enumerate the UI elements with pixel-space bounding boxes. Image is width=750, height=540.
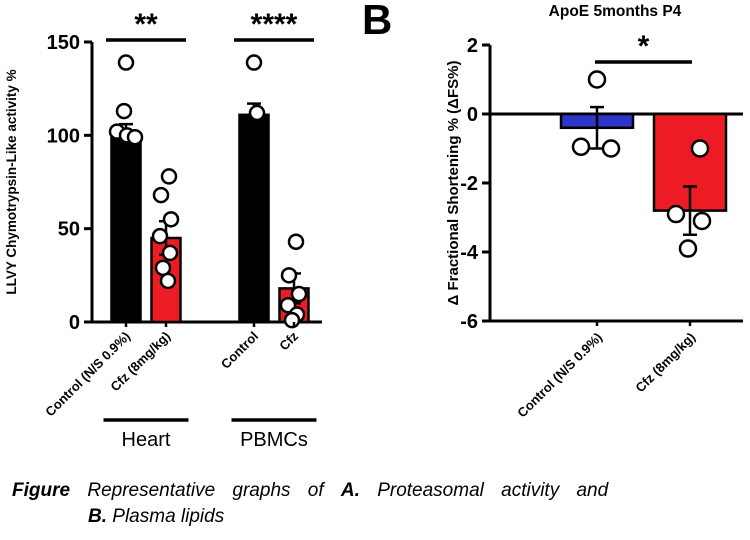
y-axis-title: LLVY Chymotrypsin-Like activity %	[4, 69, 19, 294]
data-point	[160, 168, 178, 185]
data-point	[126, 128, 144, 146]
caption-figure-word: Figure	[12, 480, 71, 501]
data-point	[571, 137, 591, 157]
data-point	[115, 102, 133, 120]
data-point	[159, 272, 177, 290]
data-point	[151, 227, 169, 245]
data-point	[666, 204, 686, 224]
caption-text-2: Proteasomal activity and	[359, 480, 609, 501]
y-tick-label: -6	[460, 311, 478, 333]
significance-label: *	[638, 30, 650, 63]
data-point	[280, 267, 298, 284]
data-point	[287, 233, 305, 250]
data-point	[248, 104, 266, 122]
panel-b-label: B	[362, 0, 393, 43]
chart-title: ApoE 5months P4	[549, 3, 682, 20]
y-tick-label: 0	[467, 104, 478, 126]
x-category-label: Control (N/S 0.9%)	[514, 330, 605, 421]
y-axis-title: Δ Fractional Shortening % (ΔFS%)	[445, 61, 462, 306]
data-point	[290, 285, 308, 303]
data-point	[161, 244, 179, 262]
data-point	[587, 70, 607, 89]
significance-label: ****	[251, 8, 298, 41]
bar	[110, 132, 142, 324]
y-tick-label: 50	[58, 219, 80, 241]
y-tick-label: 0	[69, 312, 80, 334]
caption-a-label: A.	[340, 480, 360, 501]
group-label: PBMCs	[240, 429, 308, 451]
group-label: Heart	[122, 429, 171, 451]
data-point	[601, 139, 621, 158]
caption-line-2: B. Plasma lipids	[88, 505, 727, 529]
x-category-label: Cfz (8mg/kg)	[632, 330, 698, 396]
y-tick-label: -2	[460, 173, 478, 195]
y-tick-label: -4	[460, 242, 479, 264]
caption-text-3: Plasma lipids	[107, 505, 225, 527]
significance-label: **	[134, 8, 158, 41]
y-tick-label: 2	[467, 35, 478, 57]
data-point	[283, 311, 301, 329]
data-point	[117, 54, 135, 71]
chart-fractional-shortening: 2 0 -2 -4 -6 Control (N/S 0.9%) Cfz (8mg/kg) * Δ…	[445, 3, 743, 421]
data-point	[690, 139, 710, 158]
figure-caption: Figure Representative graphs of A. Prote…	[12, 479, 727, 529]
bar	[238, 113, 270, 324]
data-point	[245, 54, 263, 71]
caption-line-1: Figure Representative graphs of A. Prote…	[12, 479, 727, 503]
data-point	[152, 186, 170, 204]
x-category-label: Cfz	[276, 328, 301, 353]
caption-b-label: B.	[88, 505, 107, 527]
x-category-label: Control	[218, 329, 261, 372]
data-point	[692, 211, 712, 231]
data-point	[162, 211, 180, 228]
y-tick-label: 100	[47, 125, 80, 147]
y-tick-label: 150	[47, 32, 80, 54]
data-point	[678, 239, 698, 258]
caption-text-1: Representative graphs of	[70, 480, 341, 501]
